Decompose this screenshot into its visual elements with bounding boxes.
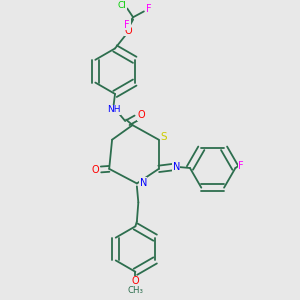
Text: NH: NH <box>107 106 120 115</box>
Text: O: O <box>132 276 139 286</box>
Text: CH₃: CH₃ <box>128 286 143 295</box>
Text: F: F <box>238 161 244 171</box>
Text: O: O <box>137 110 145 120</box>
Text: O: O <box>124 26 132 36</box>
Text: S: S <box>161 132 167 142</box>
Text: N: N <box>140 178 147 188</box>
Text: Cl: Cl <box>118 1 126 10</box>
Text: N: N <box>172 161 180 172</box>
Text: O: O <box>92 165 99 175</box>
Text: F: F <box>124 20 130 29</box>
Text: F: F <box>146 4 152 14</box>
